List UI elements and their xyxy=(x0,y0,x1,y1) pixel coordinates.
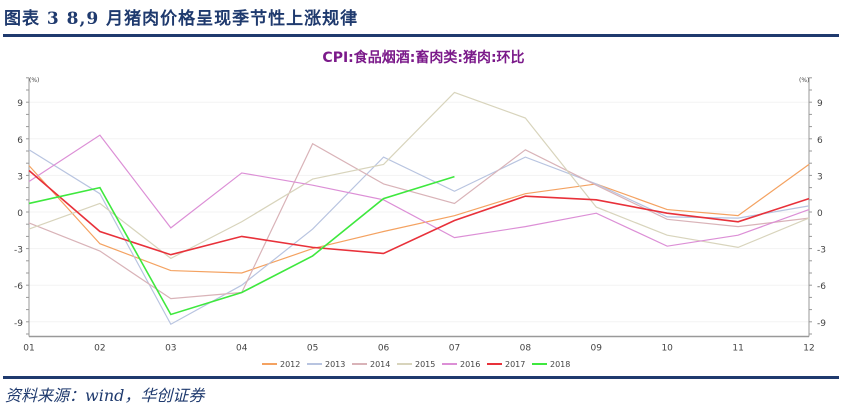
legend-label-2017: 2017 xyxy=(505,360,525,369)
x-tick-label: 05 xyxy=(307,343,318,353)
series-line-2015 xyxy=(28,91,810,260)
legend-label-2016: 2016 xyxy=(460,360,480,369)
x-tick-label: 09 xyxy=(591,343,603,353)
x-tick-label: 02 xyxy=(94,343,105,353)
y-tick-label-left: 0 xyxy=(17,209,23,219)
x-tick-label: 03 xyxy=(165,343,176,353)
y-tick-label-right: 6 xyxy=(817,136,823,146)
series-line-2016 xyxy=(28,134,810,247)
x-tick-label: 08 xyxy=(520,343,532,353)
y-tick-label-left: 6 xyxy=(17,136,23,146)
y-tick-label-right: -3 xyxy=(817,246,826,256)
legend-label-2018: 2018 xyxy=(550,360,570,369)
series-line-2013 xyxy=(28,149,810,326)
legend-label-2012: 2012 xyxy=(280,360,300,369)
x-tick-label: 06 xyxy=(378,343,390,353)
x-tick-label: 11 xyxy=(732,343,743,353)
x-tick-label: 10 xyxy=(661,343,673,353)
y-tick-label-right: 3 xyxy=(817,172,823,182)
y-tick-label-left: -9 xyxy=(14,319,23,329)
bottom-rule xyxy=(3,376,839,379)
top-rule xyxy=(3,34,839,37)
series-line-2012 xyxy=(28,163,810,274)
x-tick-label: 07 xyxy=(449,343,460,353)
y-tick-label-right: -6 xyxy=(817,282,826,292)
legend-label-2014: 2014 xyxy=(370,360,390,369)
x-tick-label: 12 xyxy=(803,343,814,353)
y-tick-label-left: -6 xyxy=(14,282,23,292)
legend-label-2013: 2013 xyxy=(325,360,345,369)
y-tick-label-right: 0 xyxy=(817,209,823,219)
y-unit-right: (%) xyxy=(799,77,809,84)
y-tick-label-right: -9 xyxy=(817,319,826,329)
x-tick-label: 01 xyxy=(23,343,34,353)
y-tick-label-left: 9 xyxy=(17,99,23,109)
y-tick-label-left: 3 xyxy=(17,172,23,182)
x-tick-label: 04 xyxy=(236,343,248,353)
series-line-2017 xyxy=(28,169,810,256)
y-tick-label-right: 9 xyxy=(817,99,823,109)
y-unit-left: (%) xyxy=(29,77,39,84)
series-line-2018 xyxy=(28,175,455,316)
chart-title: CPI:食品烟酒:畜肉类:猪肉:环比 xyxy=(322,50,525,66)
source-note: 资料来源：wind，华创证券 xyxy=(5,386,205,405)
figure-title: 图表 3 8,9 月猪肉价格呈现季节性上涨规律 xyxy=(4,9,359,29)
series-line-2014 xyxy=(28,142,810,300)
y-tick-label-left: -3 xyxy=(14,246,23,256)
legend-label-2015: 2015 xyxy=(415,360,435,369)
